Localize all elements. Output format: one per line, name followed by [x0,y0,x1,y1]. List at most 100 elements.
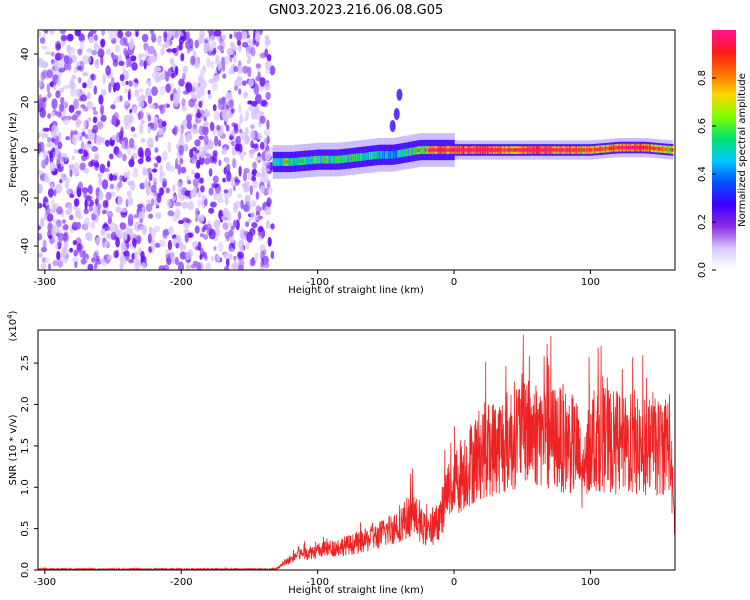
noise-blob [245,221,249,228]
noise-blob [140,119,145,125]
noise-blob [255,205,261,214]
track-middle [357,153,360,162]
noise-blob [250,210,255,221]
track-core [598,147,600,151]
noise-blob [134,89,140,98]
track-core [562,148,564,152]
track-core [574,148,577,152]
noise-blob [177,261,184,270]
noise-blob [86,77,93,89]
noise-blob [87,117,92,122]
snr-y-multiplier: (x104) [6,310,19,341]
noise-blob [159,104,165,115]
track-core [563,148,565,152]
noise-blob [68,104,75,114]
track-middle [272,158,275,166]
noise-blob [166,48,173,53]
noise-blob [245,242,250,250]
track-core [552,148,554,152]
track-core [586,148,588,152]
track-core [655,146,658,151]
noise-blob [224,197,229,206]
noise-blob [45,205,51,216]
noise-blob [76,119,82,126]
noise-blob [104,240,109,247]
track-middle [281,158,284,166]
track-core [462,148,464,152]
track-core [668,148,671,152]
y-tick-label: -40 [20,238,31,254]
track-middle [399,149,401,158]
noise-blob [254,32,261,43]
noise-blob [58,103,65,112]
noise-blob [60,158,65,168]
noise-blob [83,188,87,199]
track-middle [304,156,306,165]
track-middle [299,157,302,165]
track-middle [348,154,351,163]
noise-blob [69,193,75,198]
track-core [604,147,606,151]
track-core [503,148,505,152]
snr-panel: -300 -200 -100 0 100 0.0 0.5 1.0 1.5 2.0 2.5 Heig… [6,310,676,596]
noise-blob [250,200,257,207]
noise-blob [62,219,66,224]
noise-blob [96,121,104,130]
track-core [510,148,512,152]
track-core [453,148,455,152]
track-core [616,146,618,150]
track-core [633,145,635,150]
track-core [480,148,482,152]
track-core [537,148,540,152]
track-middle [282,158,284,166]
noise-blob [77,214,83,220]
noise-blob [107,210,113,219]
track-core [448,148,451,152]
noise-blob [216,197,224,204]
track-core [436,148,438,152]
noise-blob [154,67,162,72]
track-middle [397,150,399,158]
noise-blob [244,126,249,137]
track-middle [663,145,666,154]
noise-blob [117,30,124,39]
noise-blob [135,262,142,268]
noise-blob [59,53,65,59]
noise-blob [147,233,152,244]
noise-blob [148,172,153,182]
track-core [618,145,621,150]
snr-x-ticks: -300 -200 -100 0 100 [33,570,600,588]
noise-blob [67,62,72,71]
track-core [584,148,586,152]
track-core [597,147,599,152]
noise-blob [264,48,269,58]
noise-blob [123,250,130,257]
noise-blob [165,248,170,256]
noise-blob [57,141,63,150]
noise-blob [82,54,89,65]
track-core [537,148,539,152]
noise-blob [59,30,66,35]
track-core [652,146,654,150]
track-core [434,148,437,152]
track-middle [365,152,368,161]
track-core [595,147,598,152]
track-middle [273,158,275,166]
noise-blob [204,198,208,207]
noise-blob [235,31,243,41]
noise-blob [226,170,232,182]
track-core [640,145,643,150]
noise-blob [83,168,90,174]
track-core [442,148,445,152]
noise-blob [117,181,123,189]
noise-blob [128,138,135,149]
noise-blob [83,143,87,150]
noise-blob [111,191,116,198]
noise-blob [222,73,227,79]
noise-blob [94,160,99,171]
noise-blob [212,150,218,157]
noise-blob [71,74,77,80]
track-middle [410,147,413,156]
noise-blob [39,81,43,88]
track-core [608,146,610,151]
